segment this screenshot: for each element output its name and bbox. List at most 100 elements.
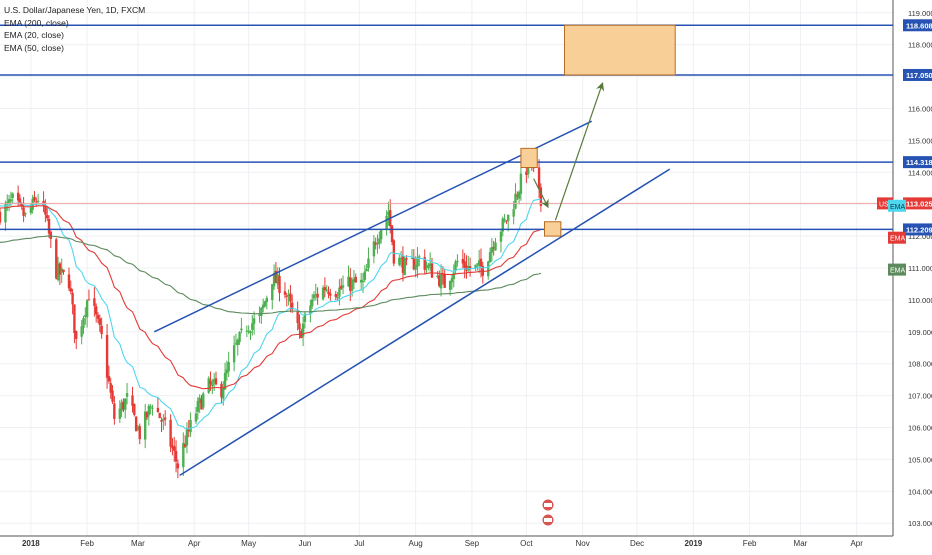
ema-value-tag <box>888 199 906 212</box>
candle-body <box>516 195 519 197</box>
candle-body <box>474 264 477 268</box>
candle-body <box>477 260 481 266</box>
candle-body <box>182 443 185 468</box>
candle-body <box>162 419 165 421</box>
candle-body <box>227 362 230 372</box>
candle-body <box>212 379 216 383</box>
candle-body <box>301 323 305 337</box>
candle-body <box>0 211 2 223</box>
candle-body <box>211 382 214 387</box>
top-zone-box <box>520 147 538 169</box>
candle-body <box>225 369 229 374</box>
event-marker-flag-icon <box>544 518 552 522</box>
candle-body <box>258 314 261 317</box>
candle-body <box>245 330 249 332</box>
candle-body <box>263 301 267 307</box>
candle-body <box>312 294 316 299</box>
candle-body <box>120 402 123 411</box>
x-tick-label: Apr <box>188 539 201 548</box>
x-tick-label: Dec <box>630 539 644 548</box>
ema-20-line <box>0 198 542 430</box>
level-price-label: 117.050 <box>906 71 932 80</box>
x-tick-label: Apr <box>850 539 863 548</box>
candle-body <box>403 258 406 275</box>
x-tick-label: Feb <box>743 539 757 548</box>
candle-body <box>367 258 370 269</box>
candle-body <box>58 263 62 275</box>
candle-body <box>44 204 47 215</box>
candle-body <box>198 397 201 403</box>
chart-legend: U.S. Dollar/Japanese Yen, 1D, FXCM EMA (… <box>4 4 145 54</box>
candle-body <box>209 380 212 385</box>
candle-body <box>94 306 98 315</box>
candle-body <box>448 281 452 290</box>
candle-body <box>84 315 87 317</box>
candle-body <box>310 299 314 307</box>
legend-ema-20[interactable]: EMA (20, close) <box>4 30 64 40</box>
legend-ema-200[interactable]: EMA (200, close) <box>4 17 69 28</box>
x-tick-label: Oct <box>520 539 533 548</box>
candle-body <box>363 271 367 280</box>
legend-ema-50[interactable]: EMA (50, close) <box>4 42 64 53</box>
candle-body <box>232 345 236 363</box>
candle-body <box>207 378 210 393</box>
candle-body <box>134 416 138 432</box>
candle-body <box>265 297 269 303</box>
candle-body <box>107 375 111 382</box>
level-price-label: 112.209 <box>906 225 932 234</box>
candle-body <box>479 258 483 268</box>
level-price-label: 118.608 <box>906 21 932 30</box>
candles-group <box>0 152 543 479</box>
y-tick-label: 105.000 <box>908 455 932 464</box>
candle-body <box>200 399 203 410</box>
candle-body <box>379 230 383 240</box>
candle-body <box>372 241 376 257</box>
ema-200-line <box>0 235 542 315</box>
candle-body <box>488 252 492 263</box>
candle-body <box>392 240 396 264</box>
candle-body <box>501 218 504 232</box>
candle-body <box>125 393 129 397</box>
candle-body <box>194 413 198 422</box>
candle-body <box>525 171 528 175</box>
x-tick-label: Feb <box>80 539 94 548</box>
candle-body <box>261 304 265 309</box>
candle-body <box>430 263 434 278</box>
candle-body <box>171 445 174 449</box>
x-tick-label: 2019 <box>684 539 702 548</box>
target-zone-box <box>563 24 676 76</box>
candle-body <box>274 270 278 283</box>
candle-body <box>410 258 414 260</box>
candle-body <box>60 268 63 273</box>
candle-body <box>71 292 74 305</box>
candle-body <box>505 220 508 222</box>
chart-title: U.S. Dollar/Japanese Yen, 1D, FXCM <box>4 5 146 15</box>
candle-body <box>423 257 426 270</box>
candle-body <box>96 314 100 319</box>
candle-body <box>425 266 428 268</box>
y-tick-label: 110.000 <box>908 296 932 305</box>
candle-body <box>18 198 22 203</box>
x-tick-label: Jul <box>354 539 364 548</box>
candle-body <box>414 264 417 270</box>
candle-body <box>418 256 421 258</box>
candle-body <box>151 407 154 409</box>
y-tick-label: 118.000 <box>908 41 932 50</box>
candle-body <box>359 279 363 283</box>
candle-body <box>9 199 13 202</box>
candle-body <box>374 242 377 245</box>
candle-body <box>249 331 252 333</box>
candle-body <box>98 318 102 326</box>
candle-body <box>56 263 60 280</box>
candle-body <box>436 275 439 277</box>
x-tick-label: Mar <box>794 539 808 548</box>
candle-body <box>336 296 339 299</box>
candle-body <box>494 242 497 251</box>
candle-body <box>412 257 416 270</box>
candle-body <box>327 291 330 295</box>
event-marker-flag-icon <box>544 503 552 507</box>
candle-body <box>214 378 218 385</box>
y-tick-label: 114.000 <box>908 168 932 177</box>
